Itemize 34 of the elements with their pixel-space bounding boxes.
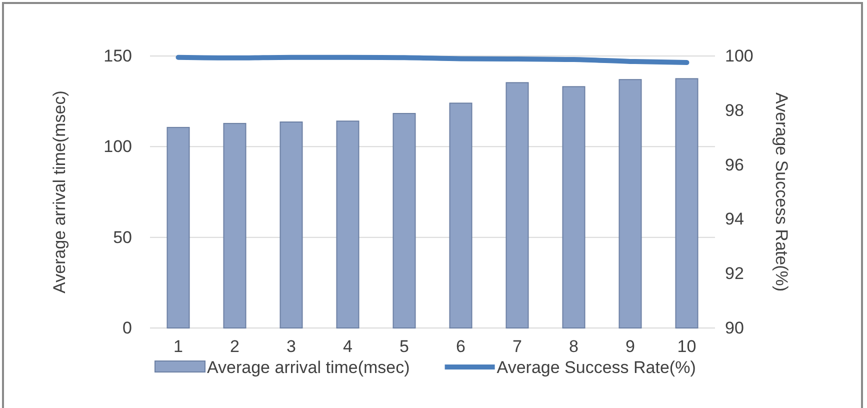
y2-tick-label: 98	[725, 100, 744, 120]
bar	[392, 112, 416, 328]
x-tick-label: 1	[174, 337, 183, 356]
y2-tick-label: 94	[725, 210, 744, 229]
y-tick-label: 50	[113, 228, 132, 247]
x-tick-label: 2	[230, 337, 240, 356]
y-tick-label: 0	[122, 318, 132, 338]
bar	[336, 120, 360, 328]
legend-label: Average arrival time(msec)	[207, 358, 410, 377]
y-tick-label: 150	[104, 46, 132, 66]
x-tick-label: 6	[456, 337, 466, 356]
y2-tick-label: 100	[725, 46, 754, 66]
y-tick-label: 100	[104, 137, 132, 156]
y-axis-title: Average arrival time(msec)	[50, 90, 69, 294]
x-tick-label: 8	[569, 337, 578, 356]
y2-tick-label: 90	[725, 318, 744, 338]
x-tick-label: 5	[400, 337, 409, 356]
bar	[280, 122, 303, 328]
x-tick-label: 3	[286, 337, 296, 356]
bar	[449, 102, 472, 328]
bar	[223, 122, 246, 328]
legend-label: Average Success Rate(%)	[496, 358, 696, 377]
bar	[562, 86, 586, 328]
x-tick-label: 7	[512, 337, 522, 356]
x-tick-label: 4	[343, 337, 352, 356]
y2-axis-title: Average Success Rate(%)	[772, 92, 791, 292]
y2-tick-label: 96	[725, 155, 744, 174]
bar	[506, 82, 529, 328]
x-tick-label: 9	[626, 337, 635, 356]
bar	[166, 126, 190, 328]
bar	[618, 79, 642, 328]
x-tick-label: 10	[677, 337, 696, 356]
bar	[675, 78, 698, 328]
y2-tick-label: 92	[725, 264, 744, 284]
